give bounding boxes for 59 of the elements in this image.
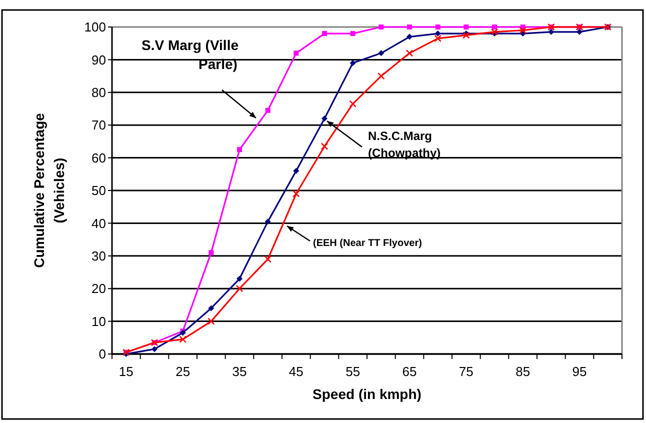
point: [293, 168, 300, 174]
point: [350, 60, 356, 66]
point: [519, 26, 526, 34]
point: [320, 142, 328, 150]
y-tick-label: 20: [92, 281, 106, 296]
point: [435, 24, 440, 30]
point: [434, 34, 442, 42]
x-tick-label: 45: [288, 364, 304, 379]
point: [406, 50, 414, 57]
point: [490, 28, 498, 36]
point: [208, 305, 214, 312]
y-tick-label: 40: [92, 216, 106, 231]
y-tick-label: 90: [92, 52, 106, 68]
point: [434, 30, 441, 37]
point: [265, 108, 270, 113]
point: [322, 31, 327, 36]
y-tick-label: 50: [92, 183, 106, 198]
point: [179, 336, 186, 343]
x-tick-label: 35: [232, 364, 247, 379]
y-tick-label: 70: [92, 118, 106, 133]
point: [236, 276, 242, 282]
x-tick-label: 85: [516, 364, 530, 379]
point: [208, 318, 215, 325]
annotation: N.S.C.Marg (Chowpathy): [368, 129, 441, 160]
point: [292, 190, 300, 198]
x-tick-label: 15: [118, 364, 134, 379]
annotation: (EEH (Near TT Flyover): [313, 238, 422, 249]
point: [349, 100, 356, 108]
y-tick-label: 60: [92, 150, 106, 166]
point: [464, 24, 469, 30]
x-tick-label: 95: [572, 364, 587, 379]
y-axis-title: Cumulative Percentage (Vehicles): [31, 112, 67, 268]
point: [264, 256, 272, 263]
y-tick-label: 0: [98, 346, 106, 362]
point: [492, 24, 497, 30]
x-tick-label: 55: [346, 364, 360, 379]
y-tick-label: 30: [92, 248, 106, 264]
x-tick-label: 65: [402, 364, 417, 379]
point: [407, 24, 412, 30]
point: [152, 346, 158, 352]
point: [322, 116, 328, 122]
point: [378, 72, 385, 80]
y-tick-label: 100: [84, 20, 106, 35]
point: [548, 28, 554, 35]
point: [208, 250, 214, 256]
point: [264, 218, 271, 225]
y-tick-label: 10: [92, 314, 106, 329]
point: [576, 28, 582, 35]
point: [236, 284, 244, 292]
point: [237, 147, 242, 152]
point: [378, 50, 384, 56]
point: [350, 31, 356, 36]
point: [294, 50, 299, 56]
y-tick-label: 80: [92, 84, 106, 100]
point: [378, 24, 384, 30]
x-axis-title: Speed (in kmph): [312, 386, 422, 402]
x-tick-label: 25: [176, 364, 190, 379]
point: [406, 34, 412, 40]
x-tick-label: 75: [458, 364, 474, 379]
